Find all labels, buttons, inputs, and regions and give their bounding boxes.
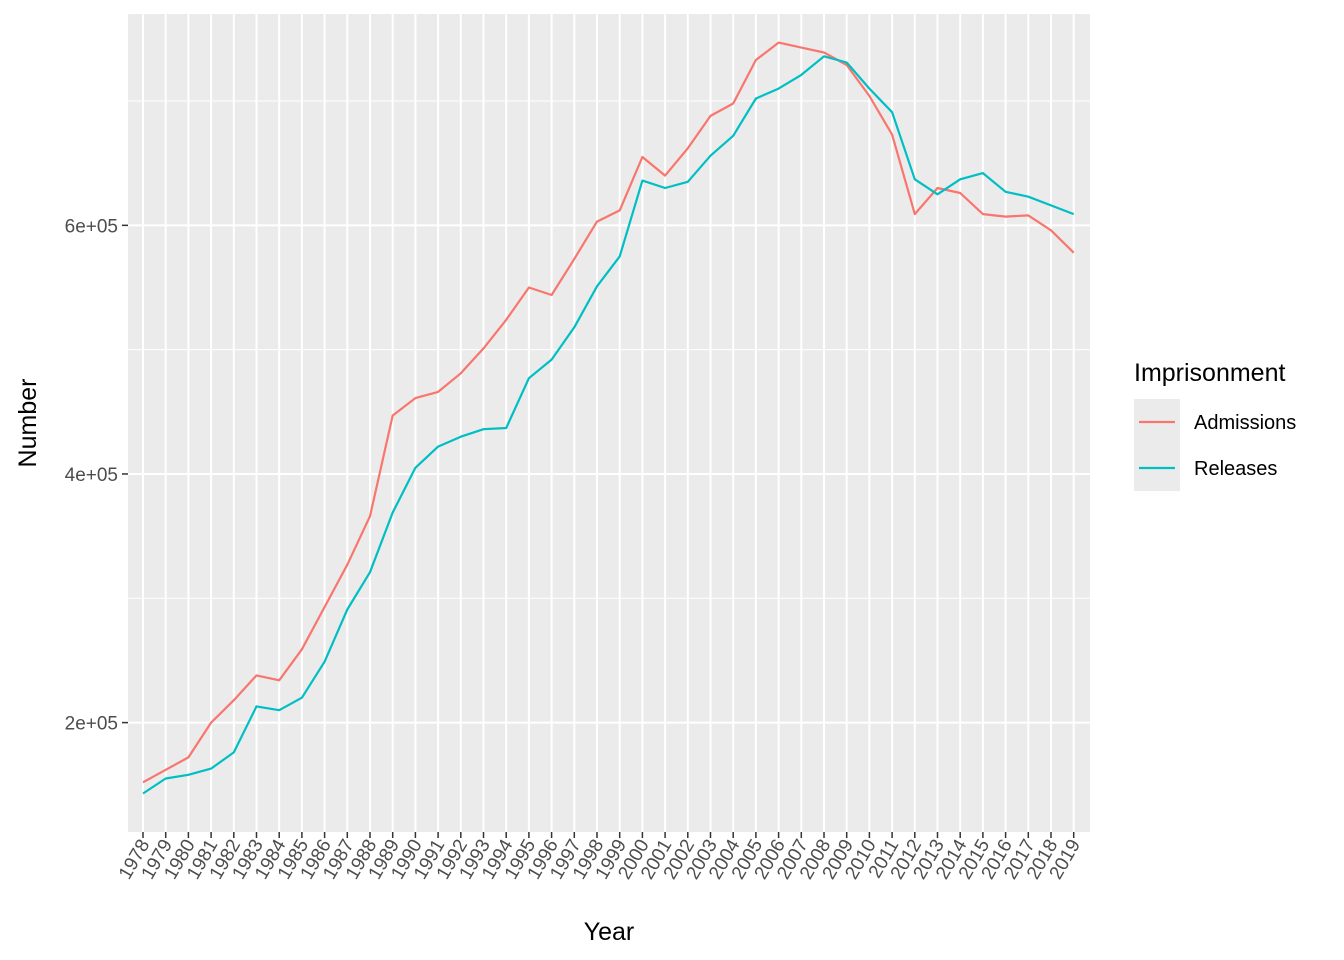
legend-label-releases: Releases [1194, 458, 1277, 480]
y-axis: 2e+05 4e+05 6e+05 [65, 216, 128, 735]
legend: Imprisonment Admissions Releases [1134, 359, 1296, 491]
series-layer [142, 41, 1075, 795]
series-line-admissions [142, 41, 1075, 784]
plot-panel [128, 14, 1090, 832]
y-tick-label: 2e+05 [65, 714, 118, 735]
series-line-releases [142, 55, 1075, 795]
x-axis-title: Year [584, 918, 635, 946]
y-axis-title: Number [14, 379, 42, 468]
minor-gridlines [128, 100, 1090, 599]
y-tick-label: 6e+05 [65, 216, 118, 237]
legend-label-admissions: Admissions [1194, 412, 1296, 434]
legend-title: Imprisonment [1134, 359, 1285, 387]
x-axis: 1978197919801981198219831984198519861987… [115, 832, 1085, 883]
y-tick-label: 4e+05 [65, 465, 118, 486]
major-gridlines [128, 14, 1090, 832]
